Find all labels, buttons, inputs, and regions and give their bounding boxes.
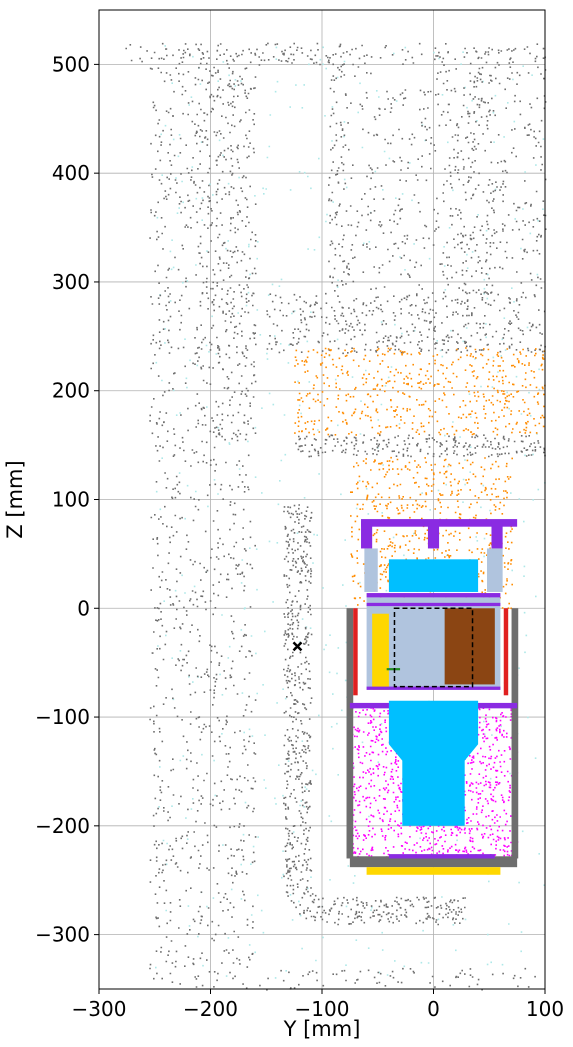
scatter-points [125,42,547,991]
cold-finger-cyan [388,700,479,826]
purple-bar-mid [366,686,501,690]
gap-orange-cloud [294,347,546,436]
dashed-box [393,607,474,688]
top-plate [125,42,545,66]
y-tick-label: 200 [52,379,90,403]
purple-bar-base [388,854,495,859]
housing-right-wall [511,608,519,859]
y-tick-label: −200 [35,814,90,838]
x-tick-label: 100 [526,997,564,1021]
purple-bar-top-1 [366,593,501,598]
x-marker [292,641,303,652]
x-axis-label: Y [mm] [283,1017,361,1041]
grid-lines [98,10,546,989]
red-border-right [503,608,509,696]
support-grey-right [487,548,503,592]
axis-ticks: −300 −200 −100 0 100 −300 −200 −100 0 100 200 300 40… [35,52,564,1021]
green-wire [386,668,401,671]
y-tick-label: −300 [35,923,90,947]
y-tick-label: 500 [52,52,90,76]
detector-components [346,519,519,875]
crystal-brown [444,608,495,685]
x-tick-label: −100 [295,997,350,1021]
x-tick-label: 0 [427,997,440,1021]
housing-bottom [349,856,518,868]
crystal-left [394,608,445,685]
frame-leg-mid [427,521,440,549]
y-tick-label: 0 [77,596,90,620]
red-border-left [353,608,358,696]
crystal-holder-cyan [388,559,479,592]
purple-bar-top-2 [366,602,501,607]
y-tick-label: 100 [52,488,90,512]
support-grey-left [364,548,378,592]
inner-column-left [199,66,257,436]
cable-duct [283,504,466,926]
frame-leg-left [361,521,373,549]
y-tick-label: 300 [52,270,90,294]
y-axis-label: Z [mm] [3,460,27,538]
x-tick-label: −200 [183,997,238,1021]
top-frame-purple [361,519,518,527]
housing-left-wall [346,608,354,859]
x-tick-label: −300 [72,997,127,1021]
upper-flange [266,292,546,355]
inner-column-right [328,66,497,295]
y-tick-label: −100 [35,705,90,729]
lower-flange [295,434,546,458]
base-plate-gold [366,867,501,875]
side-electronics-gold [372,613,389,690]
y-tick-label: 400 [52,161,90,185]
frame-leg-right [491,521,503,549]
annotations [292,607,474,688]
